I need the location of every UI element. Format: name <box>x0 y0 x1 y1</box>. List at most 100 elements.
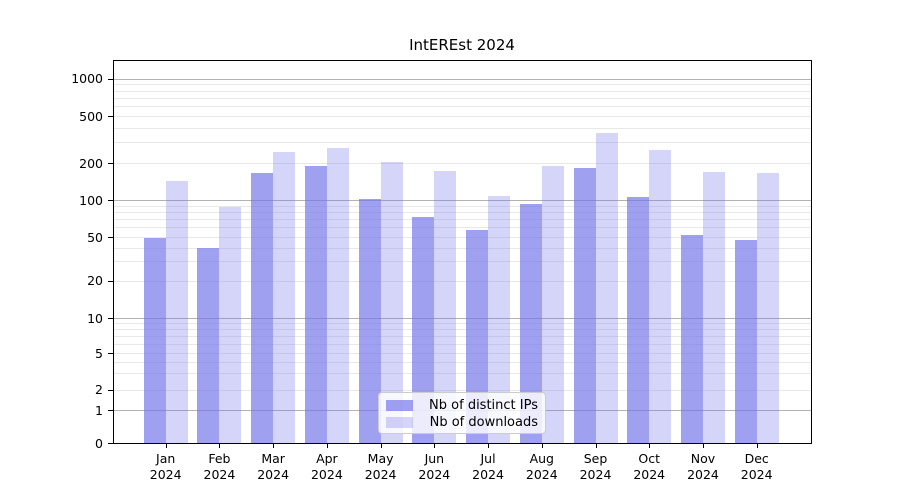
bar-downloads <box>380 161 403 443</box>
legend-box: Nb of distinct IPs Nb of downloads <box>378 392 546 434</box>
gridline-minor <box>113 142 811 144</box>
x-tick-mark <box>273 444 275 448</box>
gridline-minor <box>113 84 811 86</box>
y-tick-label: 200 <box>79 155 103 171</box>
y-tick-mark <box>108 237 113 238</box>
gridline-major <box>113 318 811 319</box>
gridline-minor <box>113 237 811 238</box>
bar-distinct-ips <box>519 203 542 443</box>
bar-distinct-ips <box>627 196 650 443</box>
gridline-minor <box>113 163 811 165</box>
y-tick-mark <box>108 443 113 444</box>
gridline-minor <box>113 353 811 354</box>
y-tick-label: 5 <box>95 345 103 361</box>
spine-right <box>811 60 812 444</box>
x-tick-mark <box>595 444 597 448</box>
x-tick-label: Jan 2024 <box>149 451 182 482</box>
x-tick-mark <box>219 444 221 448</box>
bar-distinct-ips <box>358 198 381 443</box>
x-tick-mark <box>649 444 651 448</box>
y-tick-mark <box>108 200 113 201</box>
x-tick-label: Aug 2024 <box>525 451 558 482</box>
legend-swatch-distinct-ips <box>386 399 413 411</box>
y-tick-mark <box>108 410 113 411</box>
bar-distinct-ips <box>304 166 327 443</box>
x-tick-label: Apr 2024 <box>310 451 343 482</box>
legend-item-distinct-ips: Nb of distinct IPs <box>386 397 538 413</box>
gridline-minor <box>113 336 811 337</box>
bar-downloads <box>434 170 457 443</box>
legend-item-downloads: Nb of downloads <box>386 414 538 430</box>
y-tick-label: 500 <box>79 108 103 124</box>
y-tick-mark <box>108 353 113 354</box>
x-tick-label: Jul 2024 <box>472 451 504 482</box>
y-tick-label: 1000 <box>71 70 103 86</box>
y-tick-label: 20 <box>87 272 103 288</box>
x-tick-mark <box>165 444 167 448</box>
gridline-minor <box>113 211 811 213</box>
gridline-minor <box>113 323 811 325</box>
y-tick-mark <box>108 389 113 391</box>
y-tick-mark <box>108 318 113 319</box>
x-tick-label: Dec 2024 <box>740 451 773 482</box>
x-tick-label: Sep 2024 <box>579 451 612 482</box>
y-tick-label: 0 <box>95 435 103 451</box>
gridline-minor <box>113 329 811 331</box>
x-tick-mark <box>434 444 436 448</box>
bar-downloads <box>541 166 564 443</box>
gridline-minor <box>113 261 811 263</box>
gridline-minor <box>113 219 811 221</box>
gridline-major <box>113 200 811 201</box>
y-tick-mark <box>108 116 113 117</box>
x-tick-mark <box>756 444 758 448</box>
x-tick-label: Feb 2024 <box>203 451 236 482</box>
spine-bottom <box>113 443 812 444</box>
bar-downloads <box>326 147 349 443</box>
spine-left <box>113 60 114 444</box>
legend-label-distinct-ips: Nb of distinct IPs <box>429 397 538 413</box>
bar-distinct-ips <box>573 168 596 443</box>
gridline-minor <box>113 247 811 249</box>
y-tick-label: 50 <box>87 229 103 245</box>
bar-downloads <box>488 195 511 443</box>
bar-downloads <box>595 132 618 443</box>
gridline-minor <box>113 227 811 229</box>
y-tick-label: 10 <box>87 310 103 326</box>
bar-downloads <box>702 171 725 443</box>
bar-downloads <box>219 206 242 443</box>
gridline-minor <box>113 127 811 129</box>
legend-swatch-downloads <box>386 416 413 428</box>
gridline-minor <box>113 373 811 375</box>
x-tick-mark <box>702 444 704 448</box>
x-tick-mark <box>541 444 543 448</box>
x-tick-mark <box>380 444 382 448</box>
x-tick-label: Oct 2024 <box>633 451 666 482</box>
bar-downloads <box>165 180 188 443</box>
bar-downloads <box>756 172 779 443</box>
gridline-minor <box>113 205 811 207</box>
y-tick-label: 2 <box>95 381 103 397</box>
gridline-minor <box>113 361 811 363</box>
y-tick-mark <box>108 280 113 282</box>
gridline-minor <box>113 106 811 108</box>
gridline-minor <box>113 280 811 282</box>
x-tick-label: Mar 2024 <box>257 451 290 482</box>
bar-distinct-ips <box>466 230 489 443</box>
gridline-minor <box>113 343 811 345</box>
bar-distinct-ips <box>412 216 435 443</box>
bar-distinct-ips <box>197 247 220 443</box>
y-tick-mark <box>108 78 113 80</box>
gridline-minor <box>113 90 811 92</box>
y-tick-mark <box>108 163 113 165</box>
gridline-major <box>113 78 811 80</box>
x-tick-label: May 2024 <box>364 451 397 482</box>
spine-top <box>113 60 812 61</box>
x-tick-label: Jun 2024 <box>418 451 451 482</box>
bar-distinct-ips <box>143 237 166 443</box>
gridline-minor <box>113 389 811 391</box>
bar-downloads <box>273 151 296 443</box>
gridline-minor <box>113 97 811 99</box>
x-tick-label: Nov 2024 <box>687 451 719 482</box>
gridline-minor <box>113 116 811 117</box>
